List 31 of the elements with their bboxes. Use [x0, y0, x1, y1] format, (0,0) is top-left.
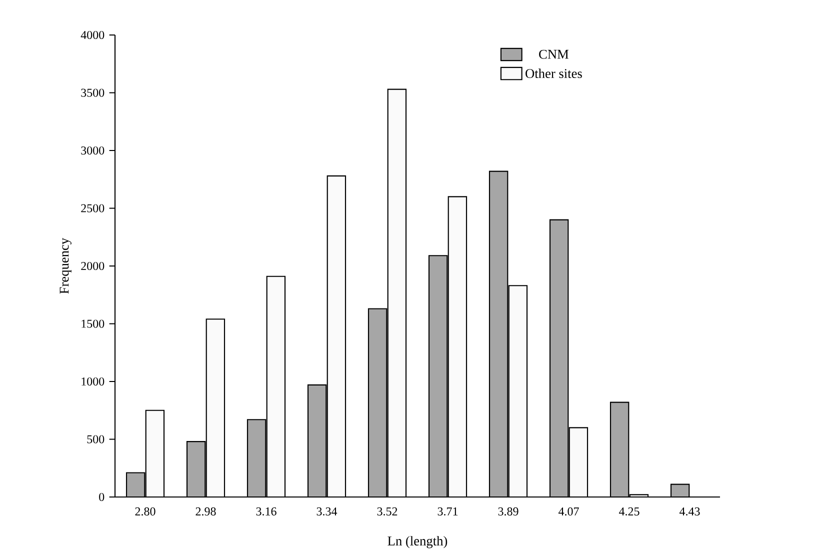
x-tick-label: 2.80	[135, 507, 156, 516]
bar	[248, 420, 266, 497]
legend-label: CNM	[539, 50, 569, 59]
x-tick-label: 3.71	[438, 507, 458, 516]
x-tick-label: 4.25	[618, 507, 640, 516]
bar	[186, 442, 206, 497]
y-tick-label: 2500	[81, 204, 104, 212]
y-axis-title: Frequency	[60, 238, 72, 294]
x-tick-label: 3.16	[256, 507, 276, 516]
x-tick-label: 3.89	[498, 507, 518, 516]
y-tick-label: 3500	[81, 88, 104, 97]
x-tick-label: 3.52	[377, 507, 398, 516]
bar	[308, 384, 326, 497]
bar	[550, 220, 568, 497]
y-tick-label: 1000	[82, 377, 104, 386]
y-tick-label: 0	[99, 492, 104, 502]
y-tick-label: 3000	[81, 146, 104, 155]
x-tick-label: 3.34	[316, 507, 338, 516]
x-axis-title: Ln (length)	[388, 536, 448, 548]
y-tick-label: 500	[87, 435, 104, 444]
y-tick-label: 2000	[81, 262, 104, 270]
x-tick-label: 4.43	[679, 507, 700, 516]
y-tick-label: 4000	[80, 30, 104, 40]
y-tick-label: 1500	[82, 320, 104, 328]
bar	[429, 256, 448, 497]
x-tick-label: 4.07	[558, 507, 579, 516]
x-tick-label: 2.98	[196, 507, 216, 516]
bar	[610, 402, 629, 497]
bar	[490, 171, 508, 497]
legend-label: Other sites	[526, 68, 582, 78]
bar	[368, 308, 387, 497]
